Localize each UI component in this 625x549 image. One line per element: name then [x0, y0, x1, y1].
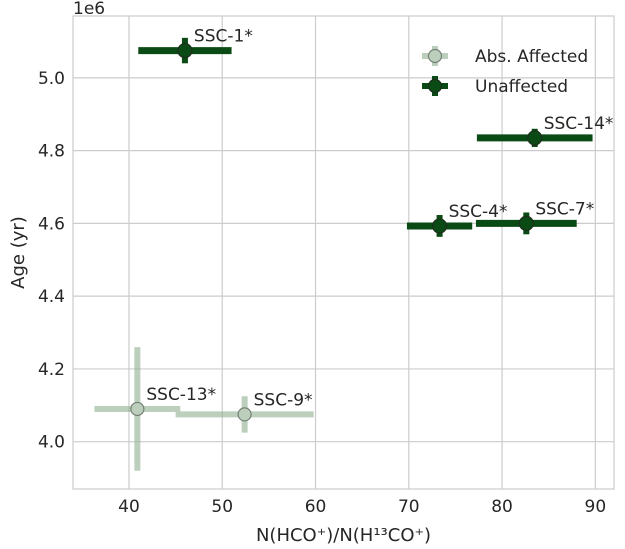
y-tick-label: 4.0 [38, 433, 65, 453]
y-axis-label: Age (yr) [8, 216, 29, 289]
legend-entry: Unaffected [475, 77, 568, 97]
point-label: SSC-1* [194, 27, 253, 47]
y-scale-label: 1e6 [73, 0, 105, 19]
x-axis-label: N(HCO⁺)/N(H¹³CO⁺) [256, 525, 431, 546]
y-tick-label: 4.8 [38, 142, 65, 162]
data-point [130, 401, 145, 417]
data-point [177, 42, 193, 59]
series-0 [94, 347, 314, 471]
point-label: SSC-4* [449, 202, 508, 222]
legend-entry: Abs. Affected [475, 47, 588, 67]
point-label: SSC-13* [146, 385, 216, 405]
plot-area [72, 15, 615, 490]
point-label: SSC-9* [254, 390, 313, 410]
legend-marker-dot [427, 48, 443, 64]
data-point [431, 218, 448, 234]
data-point [527, 130, 543, 146]
y-ticks: 4.0 4.2 4.4 4.6 4.8 5.0 [38, 69, 65, 453]
legend-marker [422, 46, 448, 66]
x-tick-label: 70 [398, 497, 420, 517]
y-tick-label: 4.4 [38, 287, 65, 307]
point-label: SSC-7* [535, 199, 594, 219]
legend-marker-dot [427, 78, 443, 94]
y-tick-label: 4.6 [38, 214, 65, 234]
y-tick-label: 5.0 [38, 69, 65, 89]
x-tick-label: 60 [305, 497, 327, 517]
series-1 [138, 37, 593, 237]
legend-marker [422, 76, 448, 96]
x-tick-label: 90 [585, 497, 607, 517]
x-tick-label: 50 [211, 497, 233, 517]
point-label: SSC-14* [544, 114, 614, 134]
legend: Abs. Affected Unaffected [422, 46, 588, 97]
y-tick-label: 4.2 [38, 360, 65, 380]
x-ticks: 40 50 60 70 80 90 [118, 497, 606, 517]
data-point [237, 407, 252, 422]
x-tick-label: 80 [491, 497, 513, 517]
data-point [518, 215, 534, 231]
data-series: SSC-13* SSC-9* SSC-1* SSC-14* SSC-4* SSC-7* [94, 27, 613, 471]
x-tick-label: 40 [118, 497, 140, 517]
